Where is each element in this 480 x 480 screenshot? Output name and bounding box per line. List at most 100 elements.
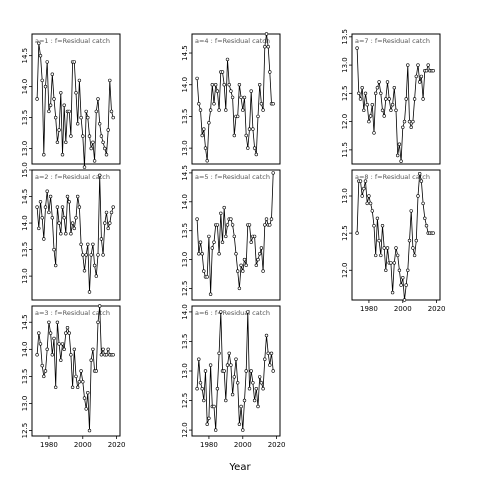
data-point — [377, 80, 381, 84]
data-point — [67, 200, 71, 204]
data-point — [254, 387, 258, 391]
data-point — [372, 224, 376, 228]
data-point — [97, 173, 102, 178]
panel-frame — [191, 33, 281, 165]
y-tick-label: 14.5 — [21, 189, 29, 205]
data-point — [249, 369, 253, 373]
data-point — [230, 392, 235, 397]
data-point — [247, 223, 252, 227]
data-point — [62, 216, 66, 220]
x-tick-label: 1980 — [360, 305, 378, 313]
y-tick-label: 12.0 — [341, 262, 349, 278]
x-tick-label: 1980 — [40, 441, 58, 449]
y-tick-label: 14.0 — [21, 215, 29, 231]
data-point — [198, 108, 203, 112]
data-point — [94, 109, 99, 114]
data-point — [101, 253, 105, 257]
data-point — [222, 205, 226, 210]
data-point — [84, 253, 88, 257]
data-point — [197, 252, 201, 256]
data-point — [377, 238, 381, 243]
data-point — [230, 223, 235, 227]
data-point — [52, 336, 56, 341]
data-point — [202, 269, 206, 273]
data-point — [252, 146, 257, 150]
data-point — [247, 127, 252, 131]
data-point — [271, 102, 275, 106]
data-point — [259, 246, 264, 250]
y-tick-label: 15.0 — [21, 162, 29, 178]
y-tick-label: 13.0 — [21, 268, 29, 284]
x-tick-label: 2000 — [394, 305, 412, 313]
data-point — [258, 252, 262, 256]
data-point — [419, 179, 424, 183]
panel-a1: a=1 : f=Residual catch 13.0 13.5 14.0 14.5 — [21, 33, 121, 169]
data-point — [237, 422, 242, 426]
panel-a5: a=5 : f=Residual catch 12.5 13.0 13.5 14.0 14… — [181, 165, 281, 301]
y-tick-label: 12.5 — [341, 225, 349, 241]
data-point — [414, 238, 418, 243]
y-tick-label: 13.5 — [21, 369, 29, 385]
data-point — [109, 109, 114, 114]
data-point — [55, 140, 60, 145]
data-point — [60, 153, 65, 157]
data-point — [208, 108, 213, 112]
data-point — [241, 428, 245, 432]
data-point — [91, 347, 95, 351]
data-point — [225, 57, 230, 62]
data-point — [198, 381, 203, 385]
data-point — [87, 290, 92, 294]
data-point — [84, 109, 88, 114]
data-point — [411, 119, 415, 124]
y-tick-label: 11.5 — [341, 142, 349, 158]
data-point — [86, 242, 90, 247]
x-tick-label: 2000 — [74, 441, 92, 449]
data-point — [53, 263, 58, 268]
data-point — [236, 114, 240, 119]
data-point — [57, 221, 61, 225]
data-point — [409, 125, 413, 130]
data-point — [363, 179, 368, 183]
data-point — [72, 60, 77, 64]
data-point — [358, 97, 363, 101]
data-point — [229, 89, 233, 93]
data-point — [355, 231, 359, 235]
data-point — [416, 63, 420, 67]
y-tick-label: 13.5 — [181, 109, 189, 125]
data-point — [258, 375, 262, 379]
panel-frame — [351, 169, 441, 301]
y-tick-label: 13.0 — [181, 363, 189, 379]
data-point — [268, 363, 272, 367]
y-tick-label: 13.5 — [181, 223, 189, 239]
data-point — [222, 82, 226, 87]
data-point — [385, 80, 390, 84]
data-point — [418, 172, 422, 176]
data-point — [38, 342, 43, 346]
data-point — [96, 253, 100, 257]
data-point — [251, 381, 255, 385]
data-point — [421, 201, 425, 206]
data-point — [416, 194, 420, 198]
data-point — [212, 404, 216, 409]
data-point — [259, 102, 264, 106]
data-point — [50, 353, 54, 357]
data-point — [207, 416, 211, 420]
y-tick-label: 14.0 — [181, 194, 189, 210]
data-point — [72, 226, 77, 231]
data-point — [37, 41, 41, 45]
data-point — [246, 310, 250, 314]
data-point — [37, 226, 41, 231]
data-point — [77, 78, 82, 83]
data-point — [89, 358, 93, 362]
panel-a4: a=4 : f=Residual catch 13.0 13.5 14.0 14.5 — [181, 32, 281, 165]
data-point — [52, 247, 56, 252]
data-point — [59, 358, 63, 362]
data-point — [407, 119, 412, 124]
data-point — [363, 91, 368, 96]
data-point — [394, 246, 398, 250]
data-point — [97, 304, 102, 308]
data-point — [96, 97, 100, 101]
data-point — [229, 363, 233, 367]
panel-title: a=1 : f=Residual catch — [35, 37, 110, 45]
data-point — [252, 398, 257, 403]
